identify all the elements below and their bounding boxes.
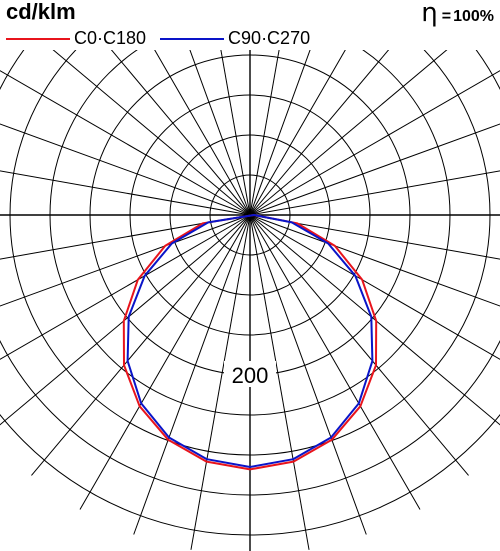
tick-label-bg [224, 361, 276, 387]
grid-spoke [249, 214, 469, 476]
grid-spoke [189, 50, 251, 216]
grid-spoke [220, 50, 251, 216]
grid-spoke [0, 214, 251, 260]
grid-spoke [249, 214, 500, 360]
grid-spoke [0, 70, 251, 216]
unit-label: cd/klm [6, 0, 76, 24]
efficiency-value: 100% [453, 8, 494, 25]
grid-spoke [249, 214, 500, 260]
grid-spoke [133, 214, 251, 535]
legend-item-c0-c180: C0·C180 [6, 28, 146, 49]
grid-spoke [249, 50, 311, 216]
legend-label-c90-c270: C90·C270 [228, 28, 311, 48]
efficiency-equals: = [441, 8, 452, 25]
grid-spoke [249, 50, 346, 216]
efficiency-symbol: η [421, 0, 438, 28]
legend-swatch-c0-c180 [6, 37, 70, 40]
radial-tick-label: 200 [232, 363, 269, 388]
grid-spoke [154, 50, 251, 216]
grid-spoke [249, 214, 421, 510]
grid-spoke [31, 214, 251, 476]
grid-spoke [249, 50, 280, 216]
grid-spoke [249, 214, 500, 426]
legend-item-c90-c270: C90·C270 [160, 28, 310, 49]
efficiency-label: η = 100% [421, 0, 494, 28]
grid-spoke [249, 50, 390, 216]
grid-spoke [0, 123, 251, 216]
grid-spoke [79, 214, 251, 510]
grid-spoke [0, 214, 251, 426]
legend-swatch-c90-c270 [160, 37, 225, 40]
grid-spoke [0, 170, 251, 216]
grid-spoke [52, 50, 251, 216]
grid-spoke [249, 170, 500, 216]
grid-spoke [249, 214, 500, 307]
grid-spoke [249, 123, 500, 216]
grid-spoke [249, 70, 500, 216]
legend-label-c0-c180: C0·C180 [74, 28, 147, 48]
grid-spoke [249, 214, 367, 535]
grid-spoke [0, 214, 251, 360]
series-line-c90-c270 [126, 214, 374, 468]
grid-spoke [190, 214, 251, 550]
grid-spoke [249, 50, 448, 216]
grid-spoke [0, 214, 251, 307]
legend: C0·C180 C90·C270 [6, 28, 324, 49]
grid-spoke [110, 50, 251, 216]
grid-spoke [249, 214, 310, 550]
